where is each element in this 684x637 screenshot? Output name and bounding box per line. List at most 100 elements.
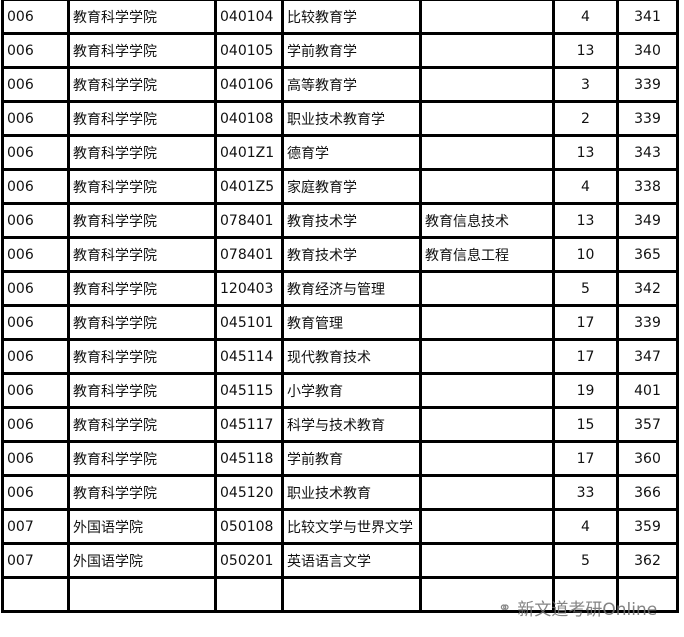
table-row: 006 教育科学学院 045101 教育管理 17 339 (1, 304, 679, 341)
count-cell: 13 (552, 134, 619, 171)
dept-name-cell: 教育科学学院 (67, 32, 217, 69)
score-cell: 366 (616, 474, 679, 511)
dept-name-cell: 外国语学院 (67, 508, 217, 545)
direction-cell (419, 304, 555, 341)
watermark: ⚭ 新文道考研Online (498, 595, 657, 620)
dept-name-cell: 教育科学学院 (67, 66, 217, 103)
major-code-cell: 045101 (214, 304, 284, 341)
dept-name-cell: 教育科学学院 (67, 168, 217, 205)
dept-name-cell: 教育科学学院 (67, 338, 217, 375)
dept-code-cell: 006 (1, 372, 70, 409)
score-cell: 339 (616, 304, 679, 341)
count-cell: 10 (552, 236, 619, 273)
score-cell: 359 (616, 508, 679, 545)
score-cell: 347 (616, 338, 679, 375)
count-cell: 15 (552, 406, 619, 443)
major-code-cell: 050201 (214, 542, 284, 579)
major-code-cell: 040106 (214, 66, 284, 103)
direction-cell (419, 168, 555, 205)
table-row (1, 576, 679, 613)
dept-name-cell: 教育科学学院 (67, 372, 217, 409)
table-row: 006 教育科学学院 078401 教育技术学 教育信息工程 10 365 (1, 236, 679, 273)
admission-score-table: 006 教育科学学院 040104 比较教育学 4 341 006 教育科学学院 040105 学… (1, 0, 679, 613)
score-cell: 343 (616, 134, 679, 171)
table-row: 006 教育科学学院 120403 教育经济与管理 5 342 (1, 270, 679, 307)
major-code-cell: 040104 (214, 0, 284, 35)
direction-cell (419, 406, 555, 443)
major-name-cell: 职业技术教育 (281, 474, 422, 511)
dept-name-cell: 教育科学学院 (67, 202, 217, 239)
count-cell: 17 (552, 304, 619, 341)
score-cell: 357 (616, 406, 679, 443)
major-name-cell: 高等教育学 (281, 66, 422, 103)
major-code-cell: 078401 (214, 236, 284, 273)
major-code-cell: 0401Z5 (214, 168, 284, 205)
count-cell: 33 (552, 474, 619, 511)
direction-cell (419, 508, 555, 545)
direction-cell: 教育信息工程 (419, 236, 555, 273)
direction-cell (419, 270, 555, 307)
count-cell: 3 (552, 66, 619, 103)
table-row: 006 教育科学学院 040108 职业技术教育学 2 339 (1, 100, 679, 137)
direction-cell (419, 440, 555, 477)
major-name-cell: 学前教育 (281, 440, 422, 477)
dept-name-cell: 教育科学学院 (67, 0, 217, 35)
dept-code-cell: 006 (1, 134, 70, 171)
score-cell: 349 (616, 202, 679, 239)
major-code-cell (214, 576, 284, 613)
major-name-cell: 比较教育学 (281, 0, 422, 35)
major-code-cell: 040105 (214, 32, 284, 69)
count-cell: 4 (552, 168, 619, 205)
table-row: 006 教育科学学院 0401Z5 家庭教育学 4 338 (1, 168, 679, 205)
count-cell: 4 (552, 0, 619, 35)
major-name-cell: 英语语言文学 (281, 542, 422, 579)
score-cell: 362 (616, 542, 679, 579)
score-cell: 340 (616, 32, 679, 69)
count-cell: 4 (552, 508, 619, 545)
dept-code-cell: 006 (1, 32, 70, 69)
dept-code-cell: 006 (1, 304, 70, 341)
count-cell: 5 (552, 270, 619, 307)
dept-name-cell: 外国语学院 (67, 542, 217, 579)
major-name-cell: 家庭教育学 (281, 168, 422, 205)
table-row: 006 教育科学学院 040105 学前教育学 13 340 (1, 32, 679, 69)
direction-cell (419, 338, 555, 375)
dept-code-cell: 006 (1, 440, 70, 477)
score-cell: 401 (616, 372, 679, 409)
major-code-cell: 120403 (214, 270, 284, 307)
major-code-cell: 045115 (214, 372, 284, 409)
count-cell: 17 (552, 440, 619, 477)
dept-code-cell (1, 576, 70, 613)
major-code-cell: 045120 (214, 474, 284, 511)
count-cell: 2 (552, 100, 619, 137)
dept-name-cell: 教育科学学院 (67, 440, 217, 477)
major-code-cell: 045117 (214, 406, 284, 443)
major-name-cell: 学前教育学 (281, 32, 422, 69)
dept-name-cell: 教育科学学院 (67, 134, 217, 171)
direction-cell (419, 576, 555, 613)
dept-code-cell: 006 (1, 66, 70, 103)
count-cell: 13 (552, 32, 619, 69)
score-cell (616, 576, 679, 613)
direction-cell (419, 0, 555, 35)
major-code-cell: 040108 (214, 100, 284, 137)
dept-code-cell: 006 (1, 202, 70, 239)
major-name-cell: 职业技术教育学 (281, 100, 422, 137)
major-name-cell: 教育技术学 (281, 202, 422, 239)
direction-cell (419, 66, 555, 103)
major-code-cell: 045118 (214, 440, 284, 477)
table-row: 006 教育科学学院 0401Z1 德育学 13 343 (1, 134, 679, 171)
major-name-cell: 德育学 (281, 134, 422, 171)
major-code-cell: 050108 (214, 508, 284, 545)
major-name-cell: 教育技术学 (281, 236, 422, 273)
dept-code-cell: 007 (1, 542, 70, 579)
count-cell: 5 (552, 542, 619, 579)
major-name-cell (281, 576, 422, 613)
direction-cell: 教育信息技术 (419, 202, 555, 239)
major-name-cell: 现代教育技术 (281, 338, 422, 375)
dept-code-cell: 006 (1, 474, 70, 511)
table-row: 006 教育科学学院 040104 比较教育学 4 341 (1, 0, 679, 35)
direction-cell (419, 100, 555, 137)
dept-code-cell: 006 (1, 168, 70, 205)
table-row: 006 教育科学学院 040106 高等教育学 3 339 (1, 66, 679, 103)
